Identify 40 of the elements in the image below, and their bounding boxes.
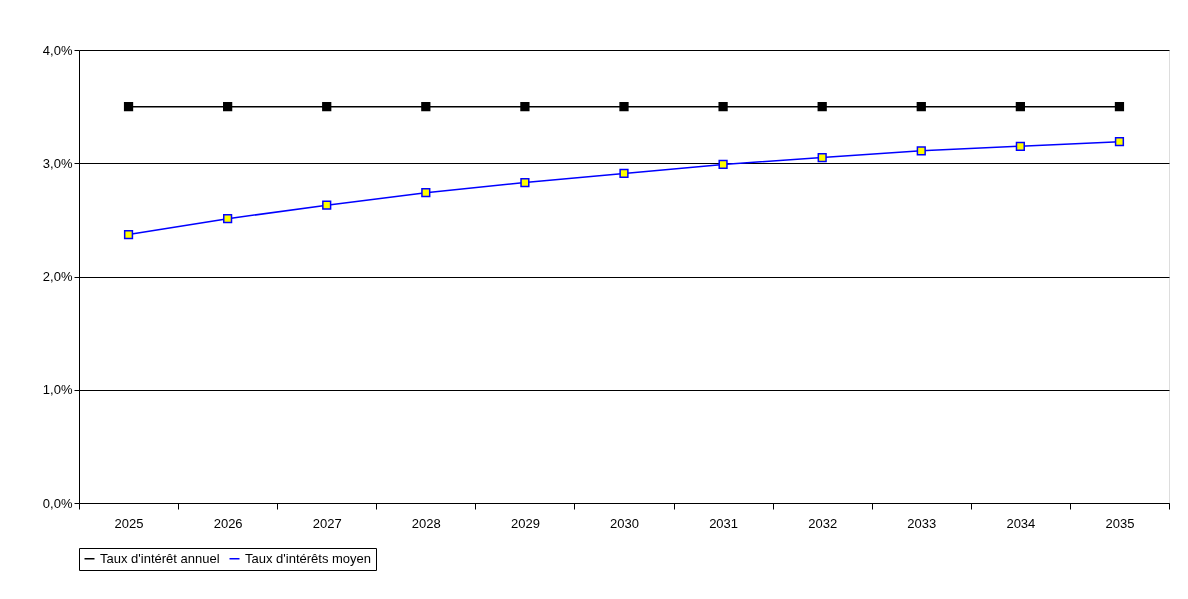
point [817,152,827,163]
point [520,177,530,188]
x-tick-label: 2033 [907,515,937,531]
point [1015,102,1025,112]
y-tick-label: 3,0% [42,155,73,171]
legend-label: Taux d'intérêts moyen [245,550,372,566]
x-tick-label: 2029 [510,515,540,531]
point [1015,141,1025,151]
point [916,102,926,112]
y-tick-label: 4,0% [42,42,73,58]
legend-label: Taux d'intérêt annuel [100,550,220,566]
y-tick-label: 2,0% [42,269,73,284]
point [322,200,332,210]
point [718,102,728,112]
point [223,214,233,224]
x-tick-label: 2027 [312,515,342,531]
point [123,102,134,112]
point [1114,102,1125,112]
point [619,168,629,179]
x-tick-label: 2026 [213,515,243,531]
x-tick-label: 2032 [808,515,838,531]
point [916,146,926,156]
point [322,102,332,112]
point [817,102,827,112]
y-tick-label: 1,0% [42,382,73,398]
point [223,102,233,112]
y-tick-label: 0,0% [42,495,73,511]
point [1114,137,1125,147]
x-tick-label: 2030 [610,515,639,531]
point [421,102,431,112]
x-tick-label: 2035 [1105,515,1135,531]
point [619,102,629,112]
x-tick-label: 2025 [114,515,144,531]
x-tick-label: 2031 [709,515,739,531]
point [520,102,530,112]
point [421,188,431,198]
x-tick-label: 2028 [411,515,441,531]
point [718,159,728,170]
x-tick-label: 2034 [1006,515,1036,531]
point [123,229,134,240]
